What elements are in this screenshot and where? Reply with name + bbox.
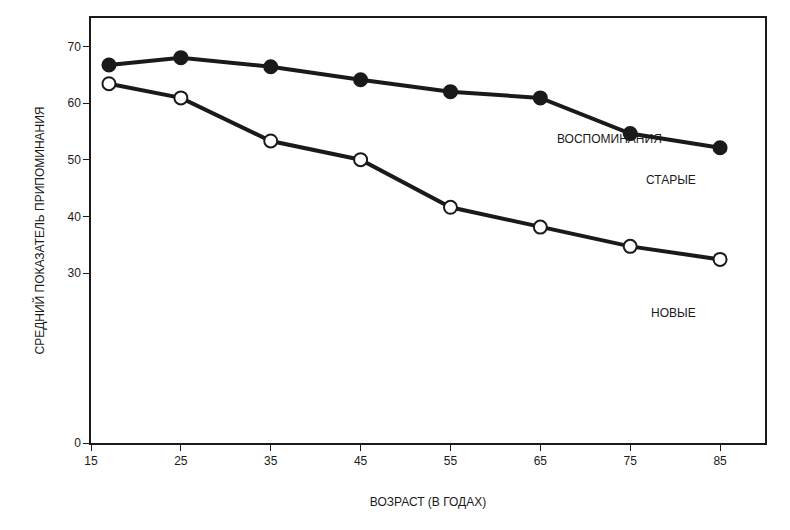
svg-text:65: 65 — [534, 454, 548, 468]
svg-text:75: 75 — [624, 454, 638, 468]
svg-text:55: 55 — [444, 454, 458, 468]
svg-text:40: 40 — [67, 210, 81, 224]
svg-text:85: 85 — [713, 454, 727, 468]
svg-text:НОВЫЕ: НОВЫЕ — [651, 306, 696, 320]
svg-text:15: 15 — [84, 454, 98, 468]
svg-text:0: 0 — [74, 436, 81, 450]
svg-text:70: 70 — [67, 40, 81, 54]
svg-text:30: 30 — [67, 266, 81, 280]
svg-text:СРЕДНИЙ ПОКАЗАТЕЛЬ ПРИПОМИНАНИ: СРЕДНИЙ ПОКАЗАТЕЛЬ ПРИПОМИНАНИЯ — [32, 106, 47, 354]
svg-text:25: 25 — [174, 454, 188, 468]
svg-text:ВОЗРАСТ (В ГОДАХ): ВОЗРАСТ (В ГОДАХ) — [370, 495, 486, 509]
svg-text:45: 45 — [354, 454, 368, 468]
svg-text:ВОСПОМИНАНИЯ: ВОСПОМИНАНИЯ — [557, 132, 662, 146]
svg-text:35: 35 — [264, 454, 278, 468]
svg-text:СТАРЫЕ: СТАРЫЕ — [646, 173, 696, 187]
svg-text:60: 60 — [67, 96, 81, 110]
svg-text:50: 50 — [67, 153, 81, 167]
